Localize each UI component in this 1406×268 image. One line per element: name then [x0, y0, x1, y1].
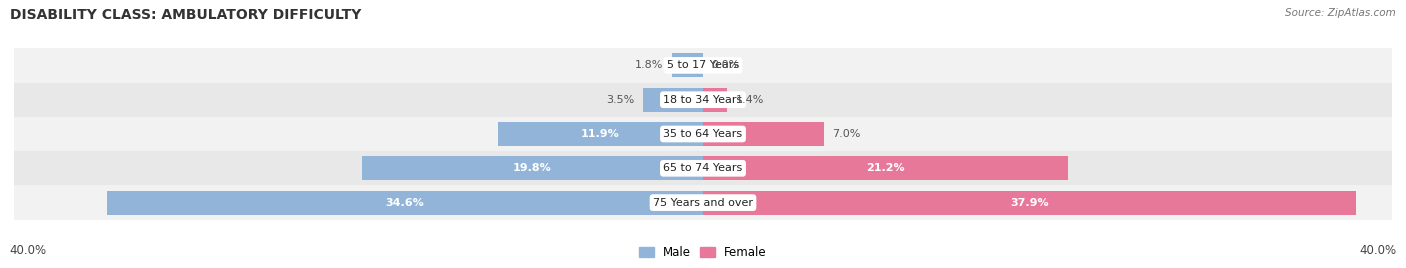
Text: 37.9%: 37.9% [1010, 198, 1049, 208]
Bar [14, 117, 1392, 151]
Bar [703, 156, 1069, 180]
Bar [703, 122, 824, 146]
Bar [107, 191, 703, 215]
Text: 11.9%: 11.9% [581, 129, 620, 139]
Bar [498, 122, 703, 146]
Bar [361, 156, 703, 180]
Legend: Male, Female: Male, Female [640, 246, 766, 259]
Text: 40.0%: 40.0% [10, 244, 46, 257]
Text: Source: ZipAtlas.com: Source: ZipAtlas.com [1285, 8, 1396, 18]
Bar [14, 48, 1392, 83]
Text: 18 to 34 Years: 18 to 34 Years [664, 95, 742, 105]
Text: 40.0%: 40.0% [1360, 244, 1396, 257]
Text: 1.8%: 1.8% [636, 60, 664, 70]
Text: 3.5%: 3.5% [606, 95, 634, 105]
Bar [703, 191, 1355, 215]
Bar [643, 88, 703, 112]
Text: 1.4%: 1.4% [735, 95, 763, 105]
Text: 35 to 64 Years: 35 to 64 Years [664, 129, 742, 139]
Bar [14, 83, 1392, 117]
Bar [14, 151, 1392, 185]
Text: 21.2%: 21.2% [866, 163, 905, 173]
Bar [672, 53, 703, 77]
Text: 19.8%: 19.8% [513, 163, 553, 173]
Text: 0.0%: 0.0% [711, 60, 740, 70]
Text: 75 Years and over: 75 Years and over [652, 198, 754, 208]
Text: DISABILITY CLASS: AMBULATORY DIFFICULTY: DISABILITY CLASS: AMBULATORY DIFFICULTY [10, 8, 361, 22]
Text: 7.0%: 7.0% [832, 129, 860, 139]
Bar [14, 185, 1392, 220]
Text: 65 to 74 Years: 65 to 74 Years [664, 163, 742, 173]
Bar [703, 88, 727, 112]
Text: 5 to 17 Years: 5 to 17 Years [666, 60, 740, 70]
Text: 34.6%: 34.6% [385, 198, 425, 208]
